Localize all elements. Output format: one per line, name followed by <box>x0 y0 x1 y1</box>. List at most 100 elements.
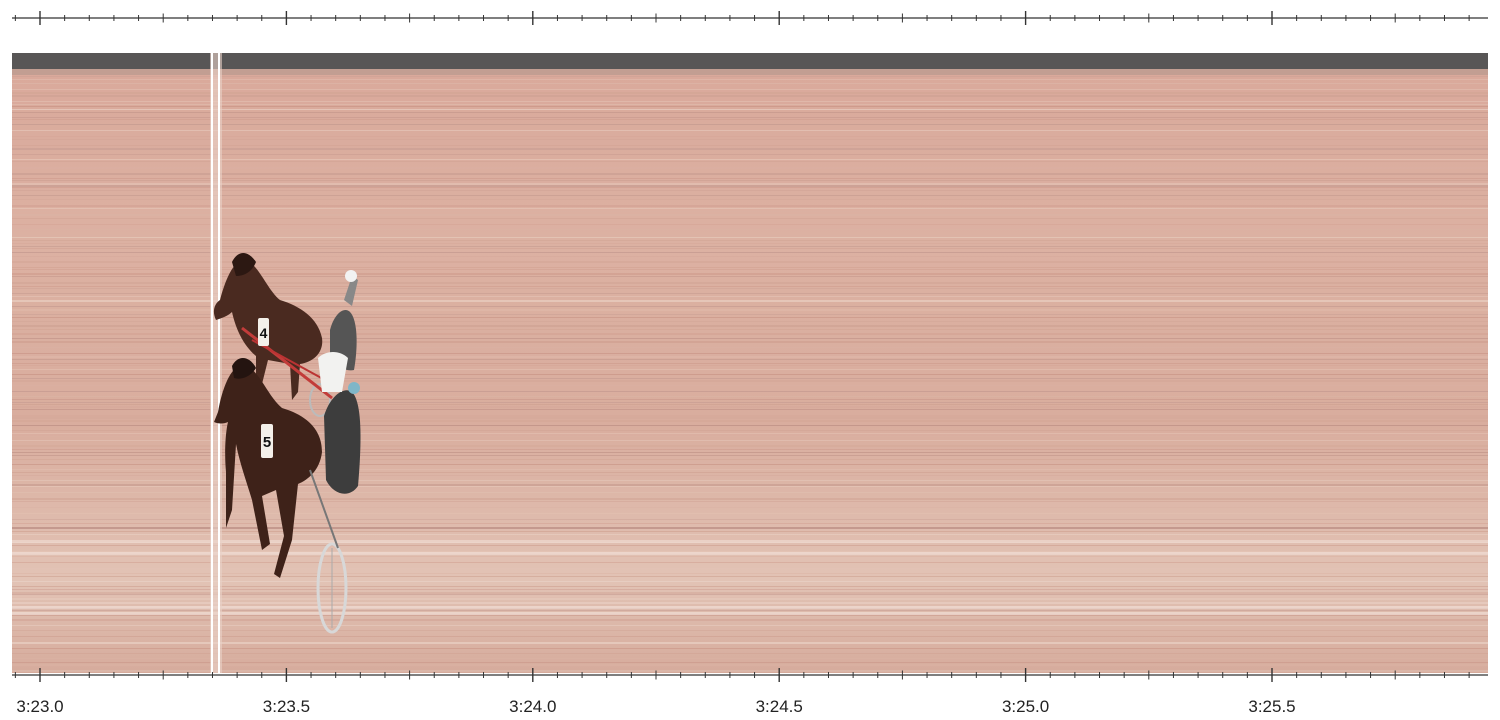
track-stripe <box>12 356 1488 358</box>
track-stripe <box>12 445 1488 447</box>
track-stripe <box>12 556 1488 557</box>
track-stripe <box>12 636 1488 637</box>
track-stripe <box>12 402 1488 403</box>
track-stripe <box>12 455 1488 456</box>
horse-4-driver-helmet <box>345 270 357 282</box>
track-stripe <box>12 92 1488 94</box>
track-stripe <box>12 562 1488 563</box>
track-stripe <box>12 211 1488 212</box>
track-stripe <box>12 89 1488 90</box>
track-stripe <box>12 436 1488 437</box>
track-stripe <box>12 399 1488 400</box>
track-stripe <box>12 430 1488 431</box>
track-stripe <box>12 472 1488 473</box>
horse-5-body <box>214 364 322 578</box>
horse-5-driver-shirt <box>318 352 348 392</box>
track-stripe <box>12 464 1488 465</box>
track-light-band <box>12 606 1488 609</box>
horse-5-sulky-frame <box>309 469 339 549</box>
track-stripe <box>12 501 1488 502</box>
horse-5: 5 <box>214 352 361 634</box>
track-stripe <box>12 341 1488 343</box>
track-stripe <box>12 124 1488 125</box>
track-stripe <box>12 145 1488 146</box>
top-timeline <box>12 11 1488 25</box>
track-stripe <box>12 459 1488 460</box>
track-stripe <box>12 469 1488 470</box>
track-stripe <box>12 619 1488 621</box>
track-light-band <box>12 540 1488 543</box>
track-stripe <box>12 664 1488 666</box>
time-label: 3:25.5 <box>1248 697 1295 716</box>
horse-5-driver <box>324 390 361 494</box>
track-stripe <box>12 658 1488 659</box>
track-stripe <box>12 261 1488 263</box>
track-stripe <box>12 409 1488 410</box>
track-stripe <box>12 112 1488 113</box>
horse-5-driver-helmet <box>348 382 360 394</box>
track-stripe <box>12 333 1488 335</box>
horse-4-saddle-cloth <box>258 318 269 346</box>
track-stripe <box>12 161 1488 162</box>
track-stripe <box>12 425 1488 426</box>
track-stripe <box>12 269 1488 270</box>
track-stripe <box>12 642 1488 644</box>
track-stripe <box>12 282 1488 284</box>
track-stripe <box>12 136 1488 137</box>
track-stripe <box>12 651 1488 652</box>
track-stripe <box>12 581 1488 582</box>
track-stripe <box>12 296 1488 297</box>
track-stripe <box>12 273 1488 275</box>
track-stripe <box>12 391 1488 392</box>
track-stripe <box>12 180 1488 181</box>
track-stripe <box>12 235 1488 236</box>
track-stripe <box>12 568 1488 569</box>
track-stripe <box>12 527 1488 529</box>
track-stripe <box>12 325 1488 327</box>
track-stripe <box>12 338 1488 339</box>
track-stripe <box>12 498 1488 500</box>
horse-5-sulky-wheel <box>316 542 348 634</box>
track-stripe <box>12 670 1488 672</box>
track-stripe <box>12 573 1488 574</box>
track-stripe <box>12 406 1488 408</box>
track-stripe <box>12 79 1488 80</box>
track-stripe <box>12 252 1488 253</box>
track-stripe <box>12 417 1488 419</box>
track-stripe <box>12 594 1488 595</box>
track-stripe <box>12 286 1488 287</box>
track-stripe <box>12 288 1488 289</box>
track-stripe <box>12 592 1488 594</box>
track-stripe <box>12 374 1488 375</box>
track-stripe <box>12 293 1488 294</box>
horse-4-shaft <box>241 326 333 400</box>
track-stripe <box>12 314 1488 315</box>
track-stripe <box>12 276 1488 277</box>
track-stripe <box>12 119 1488 120</box>
track-stripe <box>12 523 1488 524</box>
track-light-band <box>12 552 1488 555</box>
track-stripe <box>12 248 1488 249</box>
track-stripe <box>12 243 1488 244</box>
track-stripe <box>12 183 1488 185</box>
horse-4-sulky-wheel <box>309 383 331 417</box>
track-stripe <box>12 648 1488 649</box>
track-stripe <box>12 415 1488 417</box>
track-stripe <box>12 378 1488 379</box>
track-stripe <box>12 224 1488 225</box>
track-stripe <box>12 662 1488 663</box>
track-stripe <box>12 321 1488 322</box>
track-stripe <box>12 195 1488 196</box>
horse-4: 4 <box>213 253 358 417</box>
time-label: 3:24.0 <box>509 697 556 716</box>
track-stripe <box>12 433 1488 434</box>
track-stripe <box>12 106 1488 107</box>
track-stripe <box>12 625 1488 626</box>
track-stripe <box>12 130 1488 131</box>
time-label: 3:23.0 <box>16 697 63 716</box>
track-stripe <box>12 173 1488 175</box>
track-stripe <box>12 475 1488 476</box>
horse-4-number: 4 <box>260 325 268 341</box>
horse-5-saddle-cloth <box>261 424 273 458</box>
